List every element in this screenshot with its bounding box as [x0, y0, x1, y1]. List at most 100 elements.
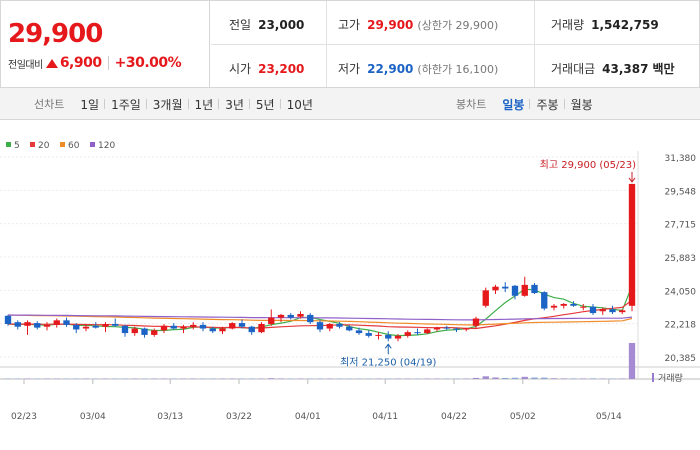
volume-bar — [404, 378, 411, 379]
volume-bar — [570, 378, 577, 379]
candle-body — [355, 330, 363, 334]
volume-bar — [160, 378, 168, 379]
period-3m[interactable]: 3개월 — [145, 96, 189, 113]
period-1y[interactable]: 1년 — [187, 96, 220, 113]
low-annotation: 최저 21,250 (04/19) — [340, 356, 436, 368]
y-tick-label: 31,380 — [665, 154, 697, 164]
change-rate: +30.00% — [114, 55, 182, 71]
volume-bar — [277, 378, 285, 379]
volume-bar — [307, 378, 314, 379]
amount-label: 거래대금 — [551, 62, 596, 76]
candle-body — [599, 309, 606, 312]
amount-unit: 백만 — [652, 62, 675, 76]
candle-body — [268, 317, 275, 324]
open-cell: 시가 23,200 — [229, 60, 304, 77]
candle-body — [404, 332, 411, 336]
volume-bar — [502, 377, 509, 379]
volume-label: 거래량 — [551, 18, 585, 32]
candle-body — [619, 310, 626, 313]
current-price: 29,900 — [8, 19, 103, 49]
volume-bar — [336, 378, 343, 379]
legend-label-5: 5 — [14, 141, 20, 151]
volume-bar — [375, 378, 382, 379]
volume-bar — [121, 378, 129, 379]
candle-body — [43, 324, 51, 327]
quote-panel: 29,900 전일대비 6,900 +30.00% 전일 23,000 시가 2… — [0, 0, 700, 88]
period-3y[interactable]: 3년 — [218, 96, 250, 113]
period-5y[interactable]: 5년 — [248, 96, 281, 113]
volume-bar — [268, 378, 275, 379]
date-axis: 02/23 03/04 03/13 03/22 04/01 04/11 04/22 05/02… — [11, 379, 622, 422]
x-tick-label: 03/04 — [80, 412, 106, 422]
volume-bar — [14, 378, 21, 379]
period-10y[interactable]: 10년 — [279, 96, 319, 113]
high-cell: 고가 29,900 (상한가 29,900) — [338, 16, 498, 33]
volume-bar — [258, 378, 265, 379]
current-price-box: 29,900 전일대비 6,900 +30.00% — [1, 1, 210, 87]
change-label: 전일대비 — [8, 59, 43, 71]
volume-bar — [102, 378, 109, 379]
candle-body — [248, 326, 255, 333]
x-tick-label: 02/23 — [11, 412, 37, 422]
candle-body — [4, 315, 12, 324]
volume-legend-label: 거래량 — [658, 372, 683, 384]
candle-body — [365, 333, 372, 336]
volume-bar — [34, 378, 41, 379]
volume-bar — [151, 378, 158, 379]
candlestick-chart: 5 20 60 120 31,380 29,548 27,715 25,883 24,050 2… — [0, 121, 700, 450]
legend-label-120: 120 — [98, 141, 115, 151]
volume-bar — [385, 378, 392, 379]
candle-body — [112, 323, 119, 326]
volume-bar — [287, 378, 294, 379]
y-tick-label: 20,385 — [665, 354, 697, 364]
volume-legend-swatch — [652, 373, 654, 382]
candle-body — [560, 303, 567, 306]
period-1w[interactable]: 1주일 — [104, 96, 147, 113]
volume-bar — [82, 378, 90, 379]
low-label: 저가 — [338, 62, 361, 76]
legend-label-60: 60 — [68, 141, 80, 151]
candle-body — [229, 323, 236, 329]
lower-limit: (하한가 16,100) — [417, 63, 499, 76]
x-tick-label: 05/02 — [510, 412, 536, 422]
volume-bar — [424, 378, 431, 379]
volume-bar — [346, 378, 353, 379]
divider — [107, 56, 109, 70]
candle-body — [472, 318, 480, 326]
y-tick-label: 24,050 — [665, 287, 697, 297]
chart-toolbar: 선차트 1일 1주일 3개월 1년 3년 5년 10년 봉차트 일봉 주봉 월봉 — [0, 88, 700, 120]
candle-chart-title: 봉차트 — [456, 98, 487, 111]
candle-daily[interactable]: 일봉 — [502, 97, 525, 112]
candle-body — [541, 292, 548, 309]
open-label: 시가 — [229, 62, 252, 76]
candle-body — [492, 286, 499, 291]
open-value: 23,200 — [258, 62, 305, 76]
candle-body — [170, 325, 177, 329]
y-tick-label: 22,218 — [665, 321, 697, 331]
volume-bar — [43, 378, 51, 379]
prev-close-cell: 전일 23,000 — [229, 16, 304, 33]
change-value: 6,900 — [59, 55, 102, 71]
candle-monthly[interactable]: 월봉 — [563, 96, 599, 113]
chart-grid — [0, 151, 700, 380]
prev-close-label: 전일 — [229, 18, 252, 32]
period-1d[interactable]: 1일 — [80, 97, 100, 112]
candle-body — [609, 309, 616, 313]
prev-close-value: 23,000 — [258, 18, 305, 32]
volume-bar — [180, 378, 187, 379]
volume-bar — [141, 378, 148, 379]
volume-bar — [463, 378, 470, 379]
high-label: 고가 — [338, 18, 361, 32]
y-tick-label: 29,548 — [665, 187, 697, 197]
candle-body — [628, 183, 636, 306]
volume-bar — [199, 378, 207, 379]
high-arrowhead-icon — [628, 177, 636, 183]
candle-chart-periods: 봉차트 일봉 주봉 월봉 — [456, 88, 599, 120]
volume-bar — [443, 378, 450, 379]
candle-weekly[interactable]: 주봉 — [529, 96, 564, 113]
annotations: 최고 29,900 (05/23) 최저 21,250 (04/19) — [340, 159, 636, 368]
volume-panel: 거래량 — [4, 343, 683, 384]
price-axis: 31,380 29,548 27,715 25,883 24,050 22,218 20,3… — [665, 154, 697, 364]
volume-bar — [24, 378, 31, 379]
